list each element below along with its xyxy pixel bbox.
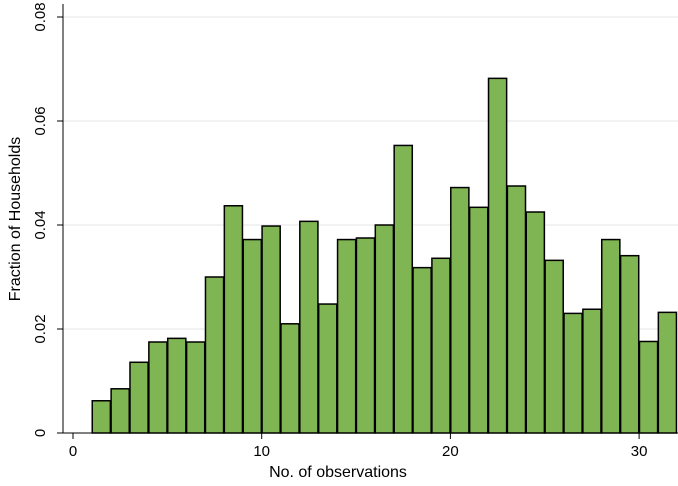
y-axis-ticks: 0 0.02 0.04 0.06 0.08 [32, 2, 63, 437]
bars [91, 77, 678, 434]
bar [450, 186, 470, 434]
bar [412, 266, 432, 434]
bar [563, 312, 583, 434]
bar [582, 308, 602, 434]
y-tick-label: 0.02 [32, 314, 49, 343]
bar [317, 303, 338, 434]
bar [355, 237, 376, 434]
bar [242, 238, 263, 434]
bar [431, 257, 451, 434]
bar [129, 361, 149, 434]
bar [336, 238, 357, 434]
y-tick-label: 0.04 [32, 210, 49, 239]
bar [393, 144, 414, 434]
bar [525, 211, 546, 434]
bar [544, 259, 564, 434]
bar [91, 400, 112, 434]
bar [223, 205, 244, 434]
bar [110, 388, 130, 434]
bar [657, 311, 678, 434]
x-tick-label: 20 [442, 443, 459, 460]
bar [468, 206, 489, 434]
bar [506, 185, 527, 434]
bar [148, 341, 168, 434]
bar [600, 238, 621, 434]
bar [261, 225, 281, 434]
y-tick-label: 0.06 [32, 106, 49, 135]
y-tick-label: 0 [32, 429, 49, 437]
bar [619, 254, 640, 434]
bar [166, 337, 187, 434]
x-tick-label: 10 [253, 443, 270, 460]
y-tick-label: 0.08 [32, 2, 49, 31]
y-axis-title: Fraction of Households [7, 137, 24, 302]
bar [185, 341, 206, 434]
bar [299, 220, 319, 434]
bar [638, 340, 659, 434]
bar [280, 323, 300, 434]
bar [204, 276, 225, 434]
x-axis-ticks: 0 10 20 30 [69, 433, 648, 460]
bar [487, 77, 508, 434]
x-tick-label: 30 [631, 443, 648, 460]
x-axis-title: No. of observations [269, 464, 407, 481]
x-tick-label: 0 [69, 443, 77, 460]
bar [374, 224, 395, 434]
